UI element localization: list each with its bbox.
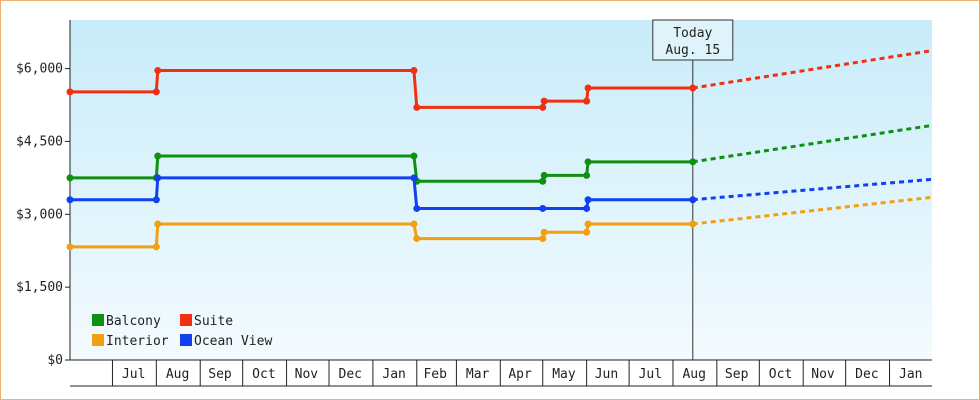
today-date-label: Aug. 15 (665, 43, 720, 58)
data-point-balcony (540, 171, 548, 179)
data-point-interior (154, 220, 162, 228)
data-point-interior (689, 220, 697, 228)
x-month-label: Dec (855, 367, 878, 382)
legend-label-interior: Interior (106, 334, 169, 349)
x-month-label: Dec (339, 367, 362, 382)
y-tick-label: $1,500 (16, 280, 63, 295)
data-point-interior (66, 243, 74, 251)
today-box (652, 19, 734, 61)
x-month-label: Feb (423, 367, 447, 382)
x-month-label: Jun (595, 367, 618, 382)
legend-label-suite: Suite (194, 314, 233, 329)
x-month-label: Jan (382, 367, 405, 382)
series-line-interior (70, 222, 693, 249)
series-line-balcony (70, 154, 693, 183)
plot-area (70, 20, 932, 360)
data-point-ocean-view (154, 174, 162, 182)
data-point-suite (689, 84, 697, 92)
x-month-label: Jan (899, 367, 922, 382)
series-projection-interior (692, 195, 933, 226)
legend-swatch-ocean-view (180, 334, 192, 346)
data-point-interior (583, 228, 591, 236)
x-month-label: Aug (166, 367, 189, 382)
legend-label-balcony: Balcony (106, 314, 161, 329)
data-point-ocean-view (583, 204, 591, 212)
data-point-ocean-view (584, 196, 592, 204)
data-point-balcony (584, 158, 592, 166)
y-tick-label: $0 (47, 353, 63, 368)
data-point-suite (584, 84, 592, 92)
data-point-balcony (539, 177, 547, 185)
today-label: Today (673, 26, 712, 41)
data-point-interior (540, 228, 548, 236)
x-month-label: Sep (725, 367, 749, 382)
x-month-label: Sep (208, 367, 232, 382)
data-point-interior (413, 235, 421, 243)
data-point-interior (152, 243, 160, 251)
legend-swatch-balcony (92, 314, 104, 326)
y-tick-label: $4,500 (16, 134, 63, 149)
series-projection-suite (692, 49, 933, 90)
data-point-ocean-view (689, 196, 697, 204)
legend-swatch-suite (180, 314, 192, 326)
x-month-label: Oct (769, 367, 792, 382)
data-point-interior (584, 220, 592, 228)
data-point-suite (410, 67, 418, 75)
series-projection-balcony (692, 123, 933, 164)
data-point-ocean-view (410, 174, 418, 182)
series-projection-ocean-view (692, 177, 933, 202)
data-point-suite (154, 67, 162, 75)
x-month-label: Nov (295, 367, 319, 382)
data-point-interior (410, 220, 418, 228)
data-point-interior (539, 235, 547, 243)
data-point-ocean-view (66, 196, 74, 204)
data-point-ocean-view (413, 204, 421, 212)
x-month-label: Oct (252, 367, 275, 382)
x-month-label: May (552, 367, 576, 382)
data-point-suite (540, 97, 548, 105)
legend-swatch-interior (92, 334, 104, 346)
y-tick-label: $3,000 (16, 207, 63, 222)
data-point-ocean-view (152, 196, 160, 204)
data-point-balcony (583, 171, 591, 179)
x-month-label: Aug (682, 367, 705, 382)
data-point-suite (583, 97, 591, 105)
data-point-balcony (66, 174, 74, 182)
x-month-label: Mar (466, 367, 490, 382)
series-line-suite (70, 69, 693, 109)
data-point-suite (152, 88, 160, 96)
x-month-label: Nov (811, 367, 835, 382)
data-point-ocean-view (539, 204, 547, 212)
data-point-balcony (410, 152, 418, 160)
x-month-label: Jul (639, 367, 662, 382)
data-point-suite (539, 103, 547, 111)
data-point-balcony (689, 158, 697, 166)
legend-label-ocean-view: Ocean View (194, 334, 272, 349)
data-point-suite (413, 103, 421, 111)
x-month-label: Jul (122, 367, 145, 382)
y-tick-label: $6,000 (16, 62, 63, 77)
x-month-label: Apr (508, 367, 532, 382)
data-point-suite (66, 88, 74, 96)
data-point-balcony (154, 152, 162, 160)
